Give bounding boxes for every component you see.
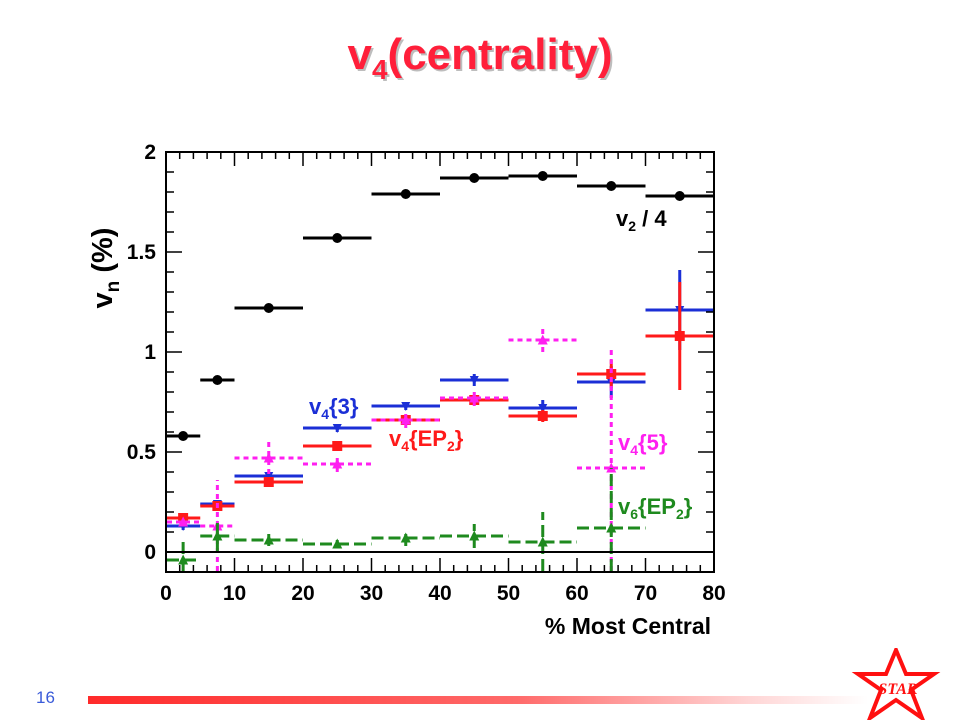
- y-axis-label: vn (%): [87, 228, 124, 309]
- data-point: [537, 171, 548, 181]
- data-point: [264, 472, 274, 481]
- data-point: [606, 462, 617, 473]
- y-tick-label: 2: [144, 141, 156, 164]
- x-tick-label: 50: [497, 582, 520, 605]
- data-point: [469, 376, 479, 385]
- data-point: [178, 431, 189, 441]
- legend-v4-5: v4{5}: [618, 430, 668, 458]
- data-point: [332, 538, 343, 549]
- title-main: v: [347, 30, 372, 79]
- x-tick-label: 20: [291, 582, 314, 605]
- slide-title: v4(centrality): [0, 30, 960, 86]
- data-point: [263, 477, 274, 487]
- data-point: [537, 334, 548, 345]
- y-tick-label: 0.5: [127, 441, 157, 464]
- data-point: [400, 532, 411, 543]
- data-point: [674, 331, 685, 341]
- data-point: [212, 530, 223, 541]
- data-point: [469, 173, 480, 183]
- title-rest: (centrality): [387, 30, 613, 79]
- data-point: [263, 452, 274, 463]
- data-point: [263, 303, 274, 313]
- data-point: [401, 402, 411, 411]
- data-point: [606, 369, 617, 379]
- legend-v6-ep2: v6{EP2}: [618, 494, 693, 522]
- footer-bar: [88, 696, 868, 704]
- y-axis-label-sub: n: [103, 281, 124, 293]
- data-point: [263, 534, 274, 545]
- x-tick-label: 40: [428, 582, 451, 605]
- y-axis-label-rest: (%): [87, 228, 119, 281]
- logo-text: STAR: [878, 681, 917, 698]
- x-tick-label: 10: [223, 582, 246, 605]
- data-point: [332, 424, 342, 433]
- legend-v2: v2 / 4: [616, 206, 667, 234]
- x-tick-label: 60: [565, 582, 588, 605]
- title-subscript: 4: [371, 53, 388, 85]
- data-point: [537, 411, 548, 421]
- series-v6_ep2: [167, 468, 646, 571]
- series-layer: [167, 171, 713, 571]
- axes-layer: 0 10 20 30 40 50 60 70 80 0 0.5 1 1.5 2: [127, 141, 726, 605]
- data-point: [400, 189, 411, 199]
- x-tick-label: 80: [702, 582, 725, 605]
- data-point: [538, 404, 548, 413]
- data-point: [332, 441, 343, 451]
- x-tick-label: 30: [360, 582, 383, 605]
- page-number: 16: [36, 688, 55, 707]
- data-point: [606, 181, 617, 191]
- data-point: [537, 536, 548, 547]
- series-v2: [167, 171, 713, 441]
- legend-v4-3: v4{3}: [309, 394, 359, 422]
- data-point: [332, 458, 343, 469]
- data-point: [332, 233, 343, 243]
- data-point: [400, 414, 411, 425]
- x-tick-label: 0: [160, 582, 172, 605]
- data-point: [178, 516, 189, 527]
- data-point: [469, 392, 480, 403]
- y-tick-label: 1.5: [127, 241, 157, 264]
- star-logo: STAR: [851, 648, 941, 720]
- data-point: [469, 530, 480, 541]
- legend-v4-ep2: v4{EP2}: [389, 426, 464, 454]
- x-axis-label: % Most Central: [545, 613, 711, 639]
- data-point: [212, 375, 223, 385]
- x-tick-label: 70: [634, 582, 657, 605]
- data-point: [178, 554, 189, 565]
- data-point: [606, 522, 617, 533]
- y-axis-label-main: v: [87, 292, 119, 308]
- y-tick-label: 0: [144, 541, 156, 564]
- data-point: [674, 191, 685, 201]
- star-outline-icon: [851, 648, 941, 720]
- series-v4_ep2: [167, 282, 713, 523]
- y-tick-label: 1: [144, 341, 156, 364]
